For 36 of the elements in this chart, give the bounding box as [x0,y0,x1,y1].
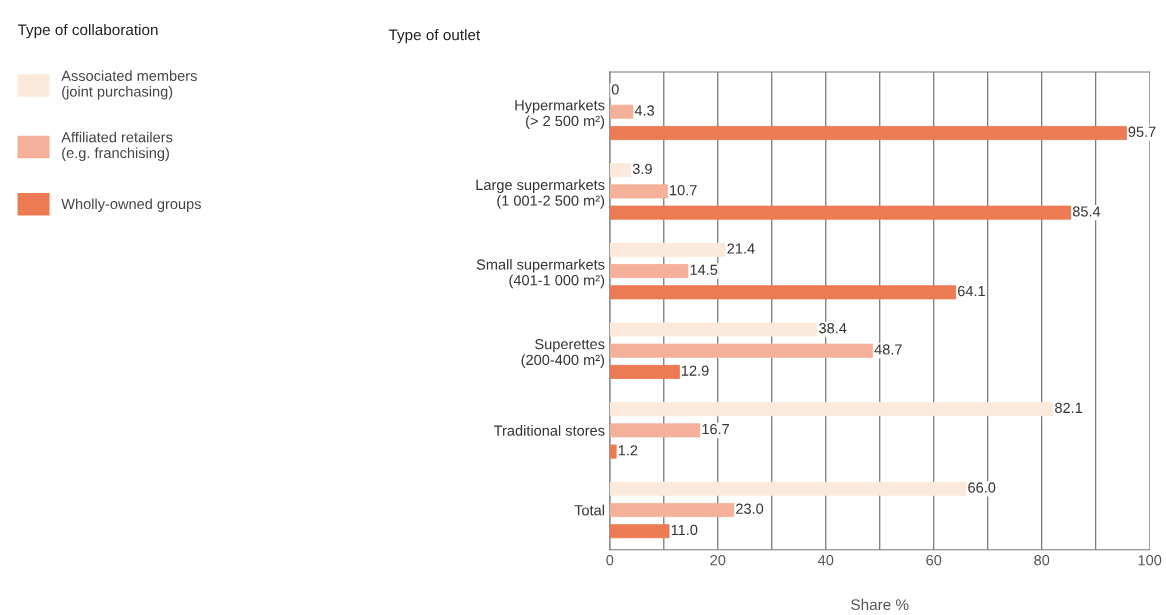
data-label: 4.3 [634,105,655,116]
y-tick-label: Small supermarkets (401-1 000 m²) [476,258,605,289]
y-tick-label: Hypermarkets (> 2 500 m²) [515,99,605,129]
data-label: 14.5 [690,264,718,275]
x-tick-label: 100 [1138,555,1162,566]
data-label: 0 [611,84,619,95]
x-tick-label: 60 [926,555,942,566]
legend-label: Affiliated retailers (e.g. franchising) [61,131,173,161]
legend-label: Wholly-owned groups [61,198,201,212]
data-label: 10.7 [670,185,697,196]
x-axis-title: Share % [851,598,909,611]
data-label: 66.0 [968,482,996,493]
y-axis-title: Type of outlet [388,29,481,44]
x-tick-label: 80 [1034,555,1050,566]
y-tick-label: Superettes (200-400 m²) [521,339,605,368]
y-tick-label: Traditional stores [493,425,605,436]
x-tick-label: 0 [606,555,614,566]
data-label: 16.7 [702,423,730,435]
y-tick-label: Large supermarkets (1 001-2 500 m²) [476,179,605,209]
data-label: 11.0 [671,524,698,536]
data-label: 1.2 [618,445,638,456]
data-label: 95.7 [1128,126,1156,137]
data-label: 48.7 [874,344,902,355]
data-label: 82.1 [1055,402,1083,414]
legend-title: Type of collaboration [17,23,158,39]
data-label: 85.4 [1072,206,1101,217]
data-label: 23.0 [736,503,764,514]
x-tick-label: 20 [710,555,726,566]
data-label: 64.1 [958,285,985,297]
legend-label: Associated members (joint purchasing) [61,70,197,100]
x-tick-label: 40 [817,555,834,566]
data-label: 21.4 [727,243,755,254]
data-label: 12.9 [681,365,709,376]
data-label: 38.4 [819,323,847,334]
data-label: 3.9 [632,163,652,175]
y-tick-label: Total [574,504,604,516]
